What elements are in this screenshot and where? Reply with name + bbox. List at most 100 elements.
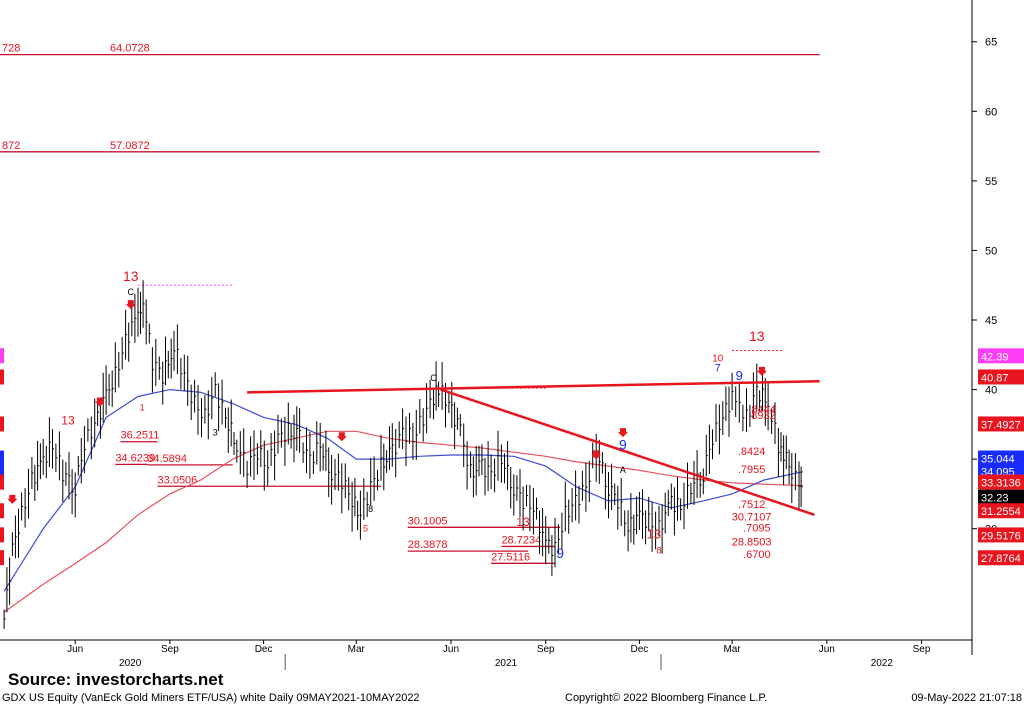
signal-arrow-icon: [7, 494, 18, 504]
annotation-label: 13: [647, 526, 661, 541]
price-chart: 3035404550556065Jun2020SepDecMarJun2021S…: [0, 0, 1024, 670]
price-tag: [978, 527, 1024, 543]
left-edge-marker: [0, 527, 4, 543]
moving-average-slow: [3, 430, 804, 613]
reference-label: 34.6239: [115, 452, 155, 464]
x-year-label: 2020: [119, 658, 142, 669]
price-tag-label: 32.23: [981, 493, 1009, 505]
signal-arrow-icon: [756, 366, 767, 376]
trend-line: [440, 388, 815, 516]
signal-arrow-icon: [125, 300, 136, 310]
annotation-label: 7: [715, 362, 721, 374]
y-tick-label: 45: [985, 315, 997, 327]
reference-label: 33.0506: [158, 474, 198, 486]
price-tag: [978, 416, 1024, 432]
left-edge-marker: [0, 416, 4, 432]
annotation-label: 10: [712, 354, 724, 365]
annotation-label: .8932: [748, 410, 776, 422]
footer-timestamp: 09-May-2022 21:07:18: [911, 692, 1022, 704]
reference-label: 30.1005: [408, 515, 448, 527]
annotation-label: A: [620, 465, 626, 475]
reference-label: 57.0872: [110, 140, 150, 152]
annotation-label: 13: [516, 515, 530, 529]
price-tag: [978, 450, 1024, 466]
footer-copyright: Copyright© 2022 Bloomberg Finance L.P.: [565, 692, 768, 704]
annotation-label: 13: [123, 268, 139, 284]
price-tag-label: 33.3136: [981, 478, 1021, 490]
x-tick-label: Mar: [348, 644, 366, 655]
price-tag-label: 29.5176: [981, 530, 1021, 542]
annotation-label: C: [430, 373, 437, 383]
x-year-label: 2022: [871, 658, 894, 669]
signal-arrow-icon: [617, 428, 628, 438]
signal-arrow-icon: [591, 450, 602, 460]
annotation-label: .7955: [738, 464, 766, 476]
footer-bar: GDX US Equity (VanEck Gold Miners ETF/US…: [0, 690, 1024, 707]
y-tick-label: 50: [985, 245, 997, 257]
price-tag-label: 42.39: [981, 351, 1009, 363]
annotation-label: .7512: [738, 499, 766, 511]
left-edge-marker: [0, 348, 4, 364]
annotation-label: .8444: [748, 404, 776, 416]
reference-label: 34.5894: [147, 453, 187, 465]
signal-arrow-icon: [336, 432, 347, 442]
x-tick-label: Jun: [443, 644, 459, 655]
annotation-label: .8424: [738, 446, 766, 458]
x-tick-label: Mar: [723, 644, 741, 655]
left-edge-marker: [0, 450, 4, 466]
annotation-label: 8: [368, 504, 373, 514]
x-tick-label: Dec: [255, 644, 273, 655]
reference-label: 28.7234: [501, 534, 541, 546]
price-tag: [978, 474, 1024, 490]
signal-arrow-icon: [94, 397, 105, 407]
annotation-label: 9: [736, 368, 743, 383]
price-tag: [978, 503, 1024, 519]
x-tick-label: Sep: [161, 644, 179, 655]
x-tick-label: Sep: [537, 644, 555, 655]
moving-average-fast: [3, 388, 804, 592]
annotation-label: .6700: [743, 549, 771, 561]
price-bars: [3, 280, 803, 629]
annotation-label: 9: [619, 436, 627, 452]
left-edge-marker: [0, 463, 4, 479]
reference-label: 27.5116: [491, 551, 530, 563]
source-label: Source: investorcharts.net: [8, 670, 224, 689]
y-tick-label: 55: [985, 176, 997, 188]
trend-line: [247, 379, 820, 394]
footer-security: GDX US Equity (VanEck Gold Miners ETF/US…: [2, 692, 420, 704]
price-tag-label: 37.4927: [981, 419, 1021, 431]
annotation-label: 13: [61, 413, 75, 427]
price-tag: [978, 550, 1024, 566]
y-tick-label: 65: [985, 37, 997, 49]
reference-label: 28.3878: [408, 539, 448, 551]
reference-left-label: 728: [2, 43, 20, 55]
left-edge-marker: [0, 474, 4, 490]
annotation-label: 1: [140, 402, 145, 412]
left-edge-marker: [0, 550, 4, 566]
x-tick-label: Dec: [631, 644, 649, 655]
reference-label: 36.2511: [120, 430, 159, 442]
annotation-label: 8: [656, 546, 661, 556]
annotation-label: C: [128, 287, 135, 297]
price-tag: [978, 348, 1024, 364]
x-tick-label: Jun: [67, 644, 83, 655]
x-tick-label: Jun: [819, 644, 835, 655]
price-tag: [978, 369, 1024, 385]
price-tag-label: 40.87: [981, 372, 1009, 384]
annotation-label: 3: [213, 427, 218, 437]
annotation-label: 5: [363, 523, 368, 533]
x-tick-label: Sep: [913, 644, 931, 655]
left-edge-marker: [0, 503, 4, 519]
reference-label: 64.0728: [110, 43, 150, 55]
annotation-label: 9: [556, 545, 564, 561]
reference-left-label: 872: [2, 140, 20, 152]
plot-area: [0, 0, 972, 640]
x-year-label: 2021: [495, 658, 518, 669]
annotation-label: 30.7107: [732, 511, 772, 523]
annotation-label: 13: [749, 328, 765, 344]
annotation-label: .7095: [743, 522, 771, 534]
annotation-label: 28.8503: [732, 536, 772, 548]
y-tick-label: 40: [985, 385, 997, 397]
price-tag-label: 35.044: [981, 454, 1015, 466]
left-edge-marker: [0, 369, 4, 385]
